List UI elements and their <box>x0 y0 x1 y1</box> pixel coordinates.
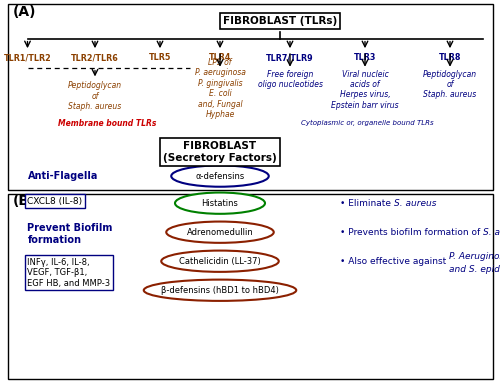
Text: FIBROBLAST
(Secretory Factors): FIBROBLAST (Secretory Factors) <box>163 141 277 163</box>
Text: α-defensins: α-defensins <box>196 171 244 181</box>
Text: Anti-Flagella: Anti-Flagella <box>28 171 98 181</box>
Text: Viral nucleic
acids of
Herpes virus,
Epstein barr virus: Viral nucleic acids of Herpes virus, Eps… <box>331 70 399 110</box>
Text: Prevent Biofilm
formation: Prevent Biofilm formation <box>28 223 113 245</box>
FancyBboxPatch shape <box>8 4 492 190</box>
Text: TLR1/TLR2: TLR1/TLR2 <box>4 53 51 62</box>
Text: S. aureus: S. aureus <box>394 199 436 208</box>
Text: Adrenomedullin: Adrenomedullin <box>186 228 254 237</box>
Text: LPS of
P. aeruginosa
P. gingivalis
E. coli
and, Fungal
Hyphae: LPS of P. aeruginosa P. gingivalis E. co… <box>194 58 246 119</box>
Text: TLR4: TLR4 <box>209 53 231 62</box>
Ellipse shape <box>166 221 274 243</box>
Text: TLR2/TLR6: TLR2/TLR6 <box>71 53 119 62</box>
Text: (A): (A) <box>12 5 36 19</box>
Text: Cytoplasmic or, organelle bound TLRs: Cytoplasmic or, organelle bound TLRs <box>301 120 434 126</box>
Text: S. aureus: S. aureus <box>483 228 500 237</box>
Text: TLR8: TLR8 <box>439 53 461 62</box>
Ellipse shape <box>171 165 269 187</box>
Text: TLR5: TLR5 <box>149 53 171 62</box>
Text: • Prevents biofilm formation of: • Prevents biofilm formation of <box>340 228 483 237</box>
Text: Peptidoglycan
of
Staph. aureus: Peptidoglycan of Staph. aureus <box>68 81 122 111</box>
Text: and S. epidermidis: and S. epidermidis <box>449 265 500 274</box>
Text: Peptidoglycan
of
Staph. aureus: Peptidoglycan of Staph. aureus <box>423 70 477 99</box>
Ellipse shape <box>175 192 265 214</box>
Ellipse shape <box>161 251 279 272</box>
Text: FIBROBLAST (TLRs): FIBROBLAST (TLRs) <box>223 16 337 26</box>
Text: CXCL8 (IL-8): CXCL8 (IL-8) <box>28 197 82 206</box>
Text: β-defensins (hBD1 to hBD4): β-defensins (hBD1 to hBD4) <box>161 286 279 295</box>
Text: TLR7/TLR9: TLR7/TLR9 <box>266 53 314 62</box>
Text: TLR3: TLR3 <box>354 53 376 62</box>
Text: Membrane bound TLRs: Membrane bound TLRs <box>58 118 156 128</box>
Text: (B): (B) <box>12 194 36 208</box>
Text: P. Aeruginosa: P. Aeruginosa <box>449 252 500 261</box>
Text: INFγ, IL-6, IL-8,
VEGF, TGF-β1,
EGF HB, and MMP-3: INFγ, IL-6, IL-8, VEGF, TGF-β1, EGF HB, … <box>28 258 110 288</box>
Text: • Eliminate: • Eliminate <box>340 199 394 208</box>
Ellipse shape <box>144 279 296 301</box>
Text: Free foreign
oligo nucleotides: Free foreign oligo nucleotides <box>258 70 322 89</box>
Text: Cathelicidin (LL-37): Cathelicidin (LL-37) <box>179 257 261 266</box>
Text: • Also effective against: • Also effective against <box>340 257 449 266</box>
FancyBboxPatch shape <box>8 194 492 379</box>
Text: Histatins: Histatins <box>202 199 238 208</box>
